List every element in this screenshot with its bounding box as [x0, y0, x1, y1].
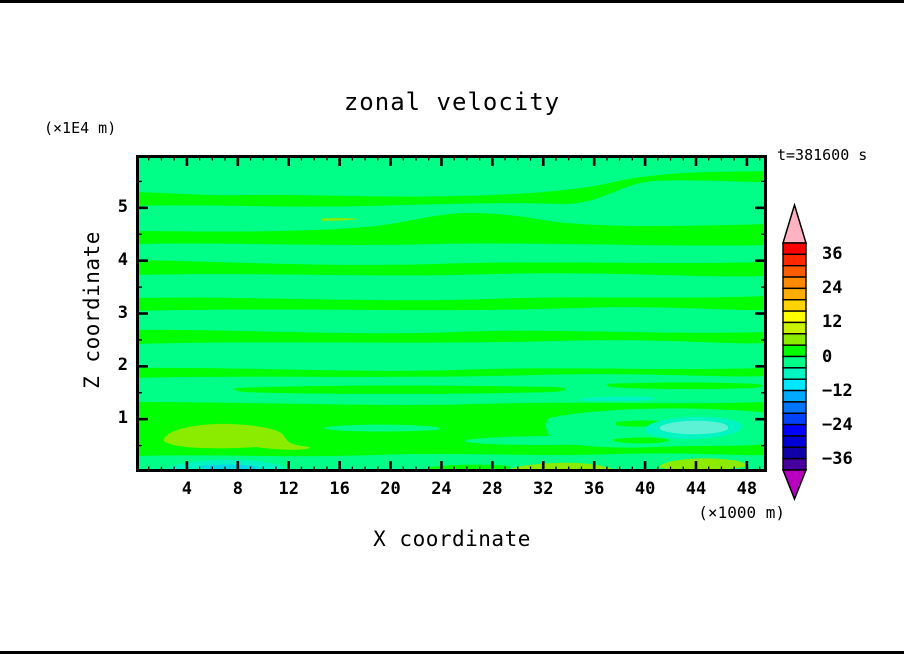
colorbar-cells: [782, 242, 807, 471]
colorbar-cell-11: [782, 367, 807, 380]
colorbar-cell-9: [782, 344, 807, 358]
colorbar-cell-7: [782, 321, 807, 335]
window-border-top: [0, 0, 904, 3]
x-tick-label-24: 24: [431, 479, 452, 499]
colorbar-cell-16: [782, 423, 807, 437]
x-tick-label-20: 20: [380, 479, 401, 499]
colorbar-cell-15: [782, 412, 807, 426]
colorbar-cell-6: [782, 310, 807, 324]
colorbar-cell-19: [782, 457, 807, 471]
y-axis-unit-label: (×1E4 m): [44, 119, 117, 137]
colorbar-tick-label-−24: −24: [822, 414, 853, 435]
colorbar-tick-label-36: 36: [822, 244, 843, 265]
colorbar-cell-17: [782, 435, 807, 448]
y-tick-label-3: 3: [117, 302, 128, 323]
colorbar-cell-1: [782, 253, 807, 267]
colorbar-cell-18: [782, 446, 807, 460]
colorbar-cell-14: [782, 401, 807, 414]
contour-field: [136, 155, 767, 472]
colorbar-tick-label-12: 12: [822, 312, 843, 333]
colorbar-cell-4: [782, 287, 807, 301]
colorbar-cell-12: [782, 378, 807, 392]
colorbar-tick-label-−12: −12: [822, 380, 853, 401]
y-tick-label-4: 4: [117, 249, 128, 270]
x-tick-label-36: 36: [583, 479, 605, 499]
y-tick-label-1: 1: [117, 408, 128, 429]
colorbar-cell-13: [782, 389, 807, 403]
colorbar-cell-5: [782, 299, 807, 312]
x-tick-label-4: 4: [181, 479, 193, 499]
x-axis-title: X coordinate: [373, 527, 531, 551]
colorbar-scale: [781, 203, 808, 501]
contour-plot-area: [136, 155, 767, 472]
colorbar-cell-8: [782, 333, 807, 346]
x-tick-label-12: 12: [278, 479, 299, 499]
y-tick-label-2: 2: [117, 355, 128, 376]
x-axis-unit-label: (×1000 m): [698, 503, 785, 522]
colorbar-cell-10: [782, 355, 807, 369]
x-tick-label-40: 40: [634, 479, 656, 499]
colorbar-cell-2: [782, 265, 807, 278]
colorbar: 36 24 12 0 −12 −24 −36: [775, 203, 895, 503]
timestamp-label: t=381600 s: [777, 146, 868, 164]
x-tick-label-48: 48: [736, 479, 758, 499]
y-tick-label-5: 5: [117, 196, 128, 217]
colorbar-cell-0: [782, 242, 807, 256]
x-tick-label-8: 8: [232, 479, 243, 499]
colorbar-tick-label-−36: −36: [822, 448, 853, 469]
colorbar-tick-label-24: 24: [822, 278, 843, 299]
plot-title: zonal velocity: [343, 88, 561, 116]
colorbar-cell-3: [782, 276, 807, 290]
x-tick-label-44: 44: [685, 479, 707, 499]
x-tick-label-28: 28: [482, 479, 503, 499]
colorbar-under-arrow: [781, 469, 808, 501]
colorbar-tick-label-0: 0: [822, 346, 833, 367]
x-tick-label-16: 16: [329, 479, 350, 499]
window-border-bottom: [0, 651, 904, 654]
x-tick-label-32: 32: [533, 479, 554, 499]
colorbar-over-arrow: [781, 203, 808, 244]
axes-frame-and-ticks: [136, 155, 767, 472]
